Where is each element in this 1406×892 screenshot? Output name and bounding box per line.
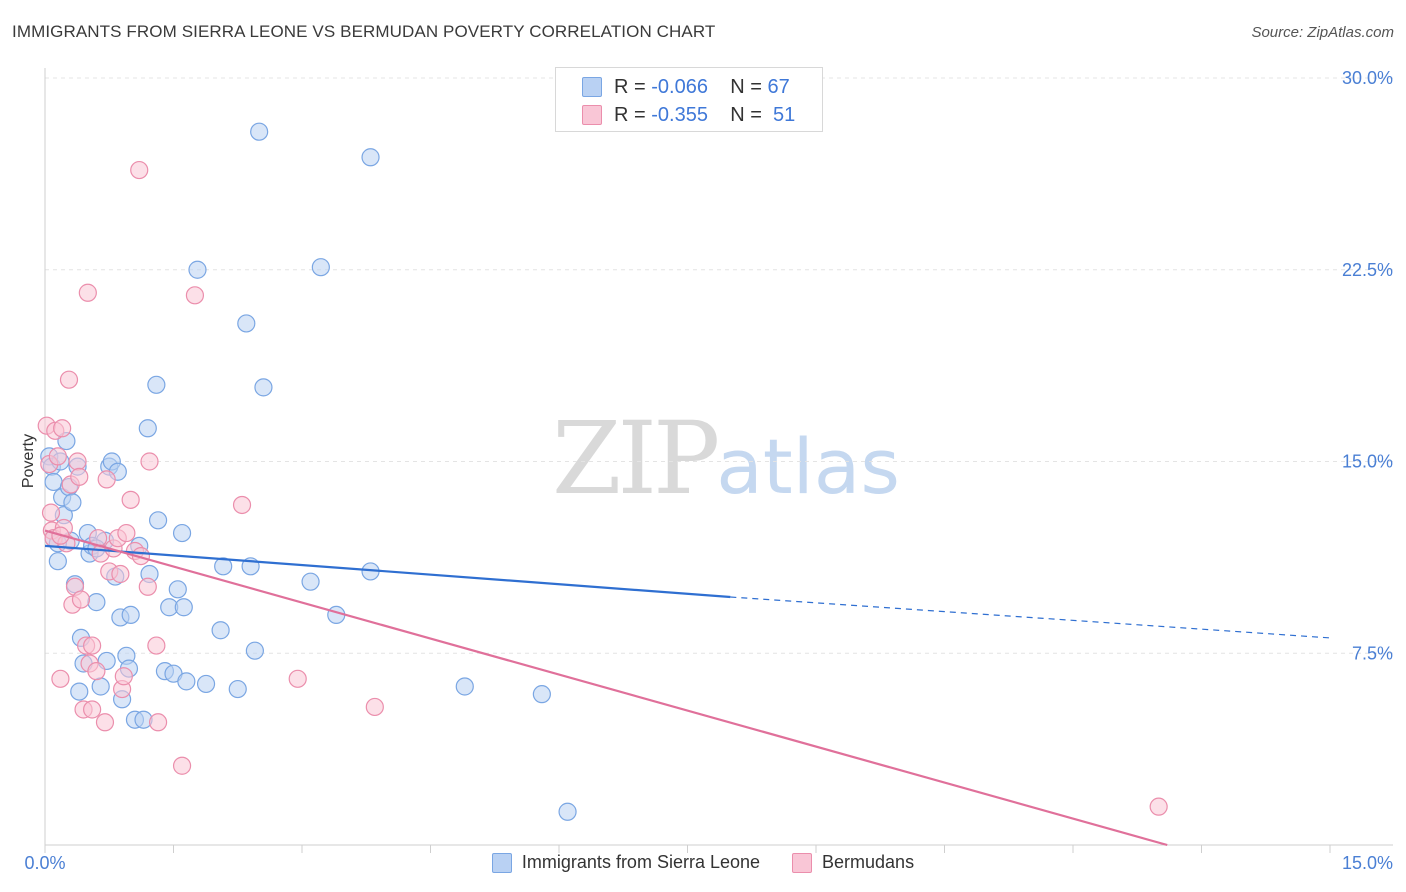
axis-labels: 7.5% 15.0% 22.5% 30.0% 0.0% 15.0% Poverty — [20, 68, 1393, 873]
data-point — [138, 419, 157, 438]
legend-n-label: N = — [730, 75, 762, 98]
data-point — [59, 370, 79, 389]
source-label: Source: ZipAtlas.com — [1251, 24, 1394, 41]
legend-r-label: R = — [614, 75, 646, 98]
data-point — [83, 636, 102, 655]
watermark-atlas: atlas — [716, 422, 900, 511]
data-point — [174, 598, 193, 617]
data-point — [301, 572, 320, 591]
legend-row-bermudans: R = -0.355 N = 51 — [582, 102, 795, 128]
axes — [44, 68, 1393, 853]
data-point — [63, 493, 82, 512]
data-point — [48, 447, 67, 466]
data-point — [177, 672, 196, 691]
data-point — [147, 636, 166, 655]
stats-legend: R = -0.066 N = 67 R = -0.355 N = 51 — [555, 67, 823, 132]
legend-swatch-pink — [792, 852, 813, 873]
x-tick-label: 0.0% — [24, 853, 65, 873]
y-axis-label: Poverty — [20, 434, 37, 488]
trend-line — [44, 529, 1168, 847]
data-point — [147, 375, 166, 394]
legend-label-sierra-leone: Immigrants from Sierra Leone — [521, 852, 761, 872]
series-sierra-leone-points — [40, 122, 577, 821]
data-point — [121, 490, 140, 509]
data-point — [288, 669, 307, 688]
trend-lines — [44, 529, 1331, 847]
data-point — [83, 700, 102, 719]
data-point — [78, 283, 97, 302]
legend-r-label: R = — [614, 103, 646, 126]
data-point — [117, 523, 136, 543]
data-point — [114, 667, 133, 686]
data-point — [532, 685, 551, 704]
data-point — [172, 523, 192, 543]
data-point — [361, 148, 380, 167]
legend-row-sierra-leone: R = -0.066 N = 67 — [582, 74, 790, 100]
data-point — [140, 452, 159, 471]
data-point — [138, 577, 157, 596]
data-point — [211, 621, 230, 640]
data-point — [91, 677, 110, 696]
data-point — [148, 713, 168, 732]
y-tick-label: 30.0% — [1342, 68, 1393, 88]
data-point — [1149, 797, 1168, 816]
data-point — [48, 552, 67, 571]
data-point — [121, 605, 140, 625]
chart-title: IMMIGRANTS FROM SIERRA LEONE VS BERMUDAN… — [12, 22, 716, 41]
legend-r-value: -0.066 — [651, 75, 708, 98]
x-tick-label: 15.0% — [1342, 853, 1393, 873]
data-point — [168, 580, 187, 599]
data-point — [44, 472, 63, 492]
data-point — [188, 260, 207, 279]
trend-line-extension — [730, 596, 1331, 639]
data-point — [245, 641, 264, 660]
legend-n-value: 67 — [767, 75, 790, 98]
data-point — [196, 674, 216, 694]
data-point — [172, 756, 192, 775]
data-point — [95, 713, 115, 732]
data-point — [68, 452, 87, 471]
data-point — [71, 590, 91, 609]
data-point — [87, 662, 106, 681]
y-tick-label: 15.0% — [1342, 452, 1393, 472]
data-point — [70, 682, 89, 701]
data-point — [254, 378, 273, 397]
legend-swatch-blue — [582, 77, 602, 97]
data-point — [365, 697, 384, 717]
data-point — [232, 495, 252, 515]
trend-line — [44, 544, 731, 599]
y-tick-label: 22.5% — [1342, 260, 1393, 280]
data-point — [51, 669, 70, 688]
data-point — [250, 122, 269, 141]
data-point — [148, 511, 168, 530]
legend-n-value: 51 — [773, 103, 796, 126]
watermark-zip: ZIP — [552, 400, 720, 517]
legend-n-label: N = — [730, 103, 762, 126]
data-point — [228, 679, 247, 699]
data-point — [311, 258, 330, 277]
data-point — [87, 593, 106, 612]
data-point — [185, 286, 205, 305]
data-point — [97, 470, 116, 489]
data-point — [130, 160, 149, 180]
data-point — [70, 467, 89, 486]
data-point — [237, 314, 256, 333]
legend-swatch-pink — [582, 105, 602, 125]
data-point — [558, 802, 577, 821]
series-legend: Immigrants from Sierra Leone Bermudans — [0, 852, 1406, 873]
watermark: ZIPatlas — [552, 400, 900, 517]
data-point — [214, 557, 233, 576]
legend-item-sierra-leone[interactable]: Immigrants from Sierra Leone — [491, 852, 761, 873]
legend-swatch-blue — [491, 852, 512, 873]
y-tick-label: 7.5% — [1352, 643, 1393, 663]
legend-label-bermudans: Bermudans — [822, 852, 915, 872]
legend-r-value: -0.355 — [651, 103, 708, 126]
data-point — [455, 677, 474, 696]
data-point — [111, 564, 130, 584]
data-point — [53, 419, 72, 438]
series-bermudans-points — [37, 160, 1168, 816]
legend-item-bermudans[interactable]: Bermudans — [792, 852, 914, 873]
data-point — [41, 503, 61, 522]
